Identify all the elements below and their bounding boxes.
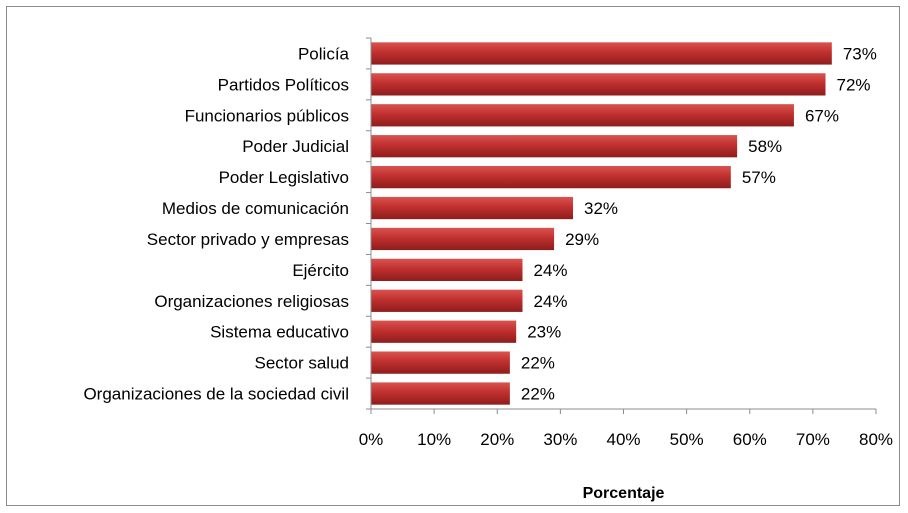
- bar: [371, 289, 523, 312]
- data-label: 22%: [521, 354, 555, 373]
- x-tick-label: 10%: [417, 430, 451, 449]
- data-label: 32%: [584, 199, 618, 218]
- x-tick-label: 0%: [359, 430, 384, 449]
- category-label: Sector salud: [255, 354, 350, 373]
- x-tick-label: 60%: [733, 430, 767, 449]
- bar: [371, 165, 731, 189]
- data-label: 58%: [748, 137, 782, 156]
- data-label: 73%: [843, 44, 877, 63]
- data-label: 72%: [837, 75, 871, 94]
- data-label: 23%: [527, 323, 561, 342]
- x-tick-label: 30%: [543, 430, 577, 449]
- bar: [371, 382, 510, 405]
- bar: [371, 320, 517, 343]
- bars-layer: [371, 42, 832, 405]
- data-label: 57%: [742, 168, 776, 187]
- x-tick-label: 80%: [859, 430, 893, 449]
- category-label: Partidos Políticos: [218, 75, 349, 94]
- data-label: 29%: [565, 230, 599, 249]
- data-label: 24%: [534, 261, 568, 280]
- data-label: 22%: [521, 385, 555, 404]
- data-label: 67%: [805, 106, 839, 125]
- category-label: Policía: [298, 44, 350, 63]
- bar: [371, 258, 523, 282]
- category-label: Ejército: [292, 261, 349, 280]
- category-label: Sistema educativo: [210, 323, 349, 342]
- category-label: Organizaciones religiosas: [154, 292, 349, 311]
- x-tick-label: 70%: [796, 430, 830, 449]
- category-label: Organizaciones de la sociedad civil: [83, 385, 349, 404]
- bar: [371, 196, 573, 220]
- axis-layer: [366, 37, 877, 414]
- category-label: Poder Legislativo: [219, 168, 349, 187]
- data-label: 24%: [534, 292, 568, 311]
- x-axis-title: Porcentaje: [583, 485, 665, 502]
- category-label: Funcionarios públicos: [185, 106, 349, 125]
- x-tick-label: 40%: [606, 430, 640, 449]
- labels-layer: Policía 73% Partidos Políticos 72% Funcionar…: [83, 44, 893, 449]
- category-label: Poder Judicial: [242, 137, 349, 156]
- bar: [371, 351, 510, 374]
- category-label: Sector privado y empresas: [147, 230, 349, 249]
- bar: [371, 227, 555, 251]
- x-tick-label: 20%: [480, 430, 514, 449]
- bar: [371, 42, 832, 65]
- bar: [371, 104, 794, 127]
- x-tick-label: 50%: [670, 430, 704, 449]
- bar: [371, 73, 826, 96]
- bar: [371, 135, 738, 158]
- category-label: Medios de comunicación: [162, 199, 349, 218]
